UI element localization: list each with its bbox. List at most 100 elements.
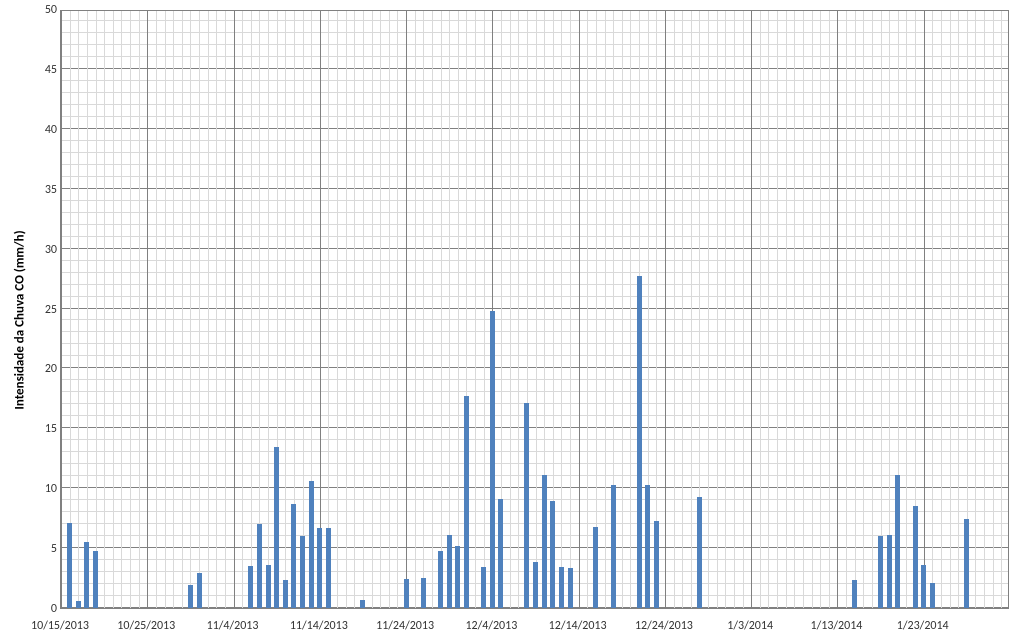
- minor-gridline-v: [932, 11, 933, 608]
- x-tick-label: 12/24/2013: [635, 619, 693, 633]
- minor-gridline-h: [61, 176, 1008, 177]
- minor-gridline-v: [975, 11, 976, 608]
- minor-gridline-h: [61, 128, 1008, 129]
- minor-gridline-h: [61, 511, 1008, 512]
- minor-gridline-v: [372, 11, 373, 608]
- minor-gridline-h: [61, 140, 1008, 141]
- bar: [266, 565, 271, 608]
- minor-gridline-v: [820, 11, 821, 608]
- minor-gridline-v: [794, 11, 795, 608]
- minor-gridline-v: [561, 11, 562, 608]
- bar: [421, 578, 426, 608]
- minor-gridline-h: [61, 224, 1008, 225]
- minor-gridline-h: [61, 272, 1008, 273]
- bar: [964, 519, 969, 608]
- minor-gridline-v: [605, 11, 606, 608]
- minor-gridline-h: [61, 284, 1008, 285]
- minor-gridline-v: [216, 11, 217, 608]
- minor-gridline-v: [751, 11, 752, 608]
- minor-gridline-v: [579, 11, 580, 608]
- minor-gridline-h: [61, 164, 1008, 165]
- minor-gridline-v: [622, 11, 623, 608]
- bar: [930, 583, 935, 608]
- minor-gridline-v: [96, 11, 97, 608]
- minor-gridline-h: [61, 104, 1008, 105]
- minor-gridline-v: [837, 11, 838, 608]
- bar: [498, 499, 503, 608]
- bar: [291, 504, 296, 608]
- minor-gridline-h: [61, 308, 1008, 309]
- minor-gridline-v: [449, 11, 450, 608]
- minor-gridline-v: [1001, 11, 1002, 608]
- minor-gridline-v: [829, 11, 830, 608]
- minor-gridline-v: [872, 11, 873, 608]
- minor-gridline-h: [61, 487, 1008, 488]
- minor-gridline-v: [906, 11, 907, 608]
- minor-gridline-v: [674, 11, 675, 608]
- minor-gridline-v: [536, 11, 537, 608]
- minor-gridline-v: [113, 11, 114, 608]
- minor-gridline-v: [570, 11, 571, 608]
- plot-area: [60, 10, 1009, 609]
- minor-gridline-v: [941, 11, 942, 608]
- minor-gridline-v: [518, 11, 519, 608]
- y-tick-label: 5: [27, 542, 57, 556]
- bar: [887, 535, 892, 608]
- minor-gridline-v: [104, 11, 105, 608]
- minor-gridline-v: [812, 11, 813, 608]
- y-axis-title: Intensidade da Chuva CO (mm/h): [12, 230, 27, 409]
- x-tick-label: 1/23/2014: [897, 619, 949, 633]
- bar: [326, 528, 331, 608]
- bar: [274, 447, 279, 608]
- minor-gridline-h: [61, 523, 1008, 524]
- minor-gridline-v: [147, 11, 148, 608]
- minor-gridline-v: [354, 11, 355, 608]
- minor-gridline-v: [691, 11, 692, 608]
- minor-gridline-h: [61, 403, 1008, 404]
- minor-gridline-v: [993, 11, 994, 608]
- bar: [76, 601, 81, 608]
- minor-gridline-v: [717, 11, 718, 608]
- minor-gridline-v: [760, 11, 761, 608]
- bar: [447, 535, 452, 608]
- minor-gridline-h: [61, 331, 1008, 332]
- bar: [559, 567, 564, 608]
- minor-gridline-v: [156, 11, 157, 608]
- minor-gridline-h: [61, 367, 1008, 368]
- minor-gridline-v: [78, 11, 79, 608]
- minor-gridline-v: [121, 11, 122, 608]
- minor-gridline-h: [61, 451, 1008, 452]
- minor-gridline-v: [958, 11, 959, 608]
- y-tick-label: 0: [27, 602, 57, 616]
- minor-gridline-v: [743, 11, 744, 608]
- bar: [913, 506, 918, 608]
- minor-gridline-v: [208, 11, 209, 608]
- minor-gridline-v: [320, 11, 321, 608]
- minor-gridline-v: [268, 11, 269, 608]
- bar: [852, 580, 857, 608]
- minor-gridline-v: [251, 11, 252, 608]
- minor-gridline-v: [199, 11, 200, 608]
- minor-gridline-h: [61, 20, 1008, 21]
- bar: [895, 475, 900, 608]
- minor-gridline-v: [665, 11, 666, 608]
- minor-gridline-v: [786, 11, 787, 608]
- bar: [878, 536, 883, 608]
- bar: [645, 485, 650, 608]
- bar: [542, 475, 547, 608]
- minor-gridline-h: [61, 248, 1008, 249]
- minor-gridline-v: [734, 11, 735, 608]
- minor-gridline-h: [61, 116, 1008, 117]
- bar: [490, 311, 495, 608]
- minor-gridline-v: [682, 11, 683, 608]
- bar: [257, 524, 262, 608]
- minor-gridline-v: [242, 11, 243, 608]
- y-tick-label: 20: [27, 362, 57, 376]
- bar: [309, 481, 314, 608]
- bar: [438, 551, 443, 609]
- x-tick-label: 12/14/2013: [549, 619, 607, 633]
- minor-gridline-v: [130, 11, 131, 608]
- minor-gridline-v: [415, 11, 416, 608]
- minor-gridline-h: [61, 391, 1008, 392]
- minor-gridline-v: [389, 11, 390, 608]
